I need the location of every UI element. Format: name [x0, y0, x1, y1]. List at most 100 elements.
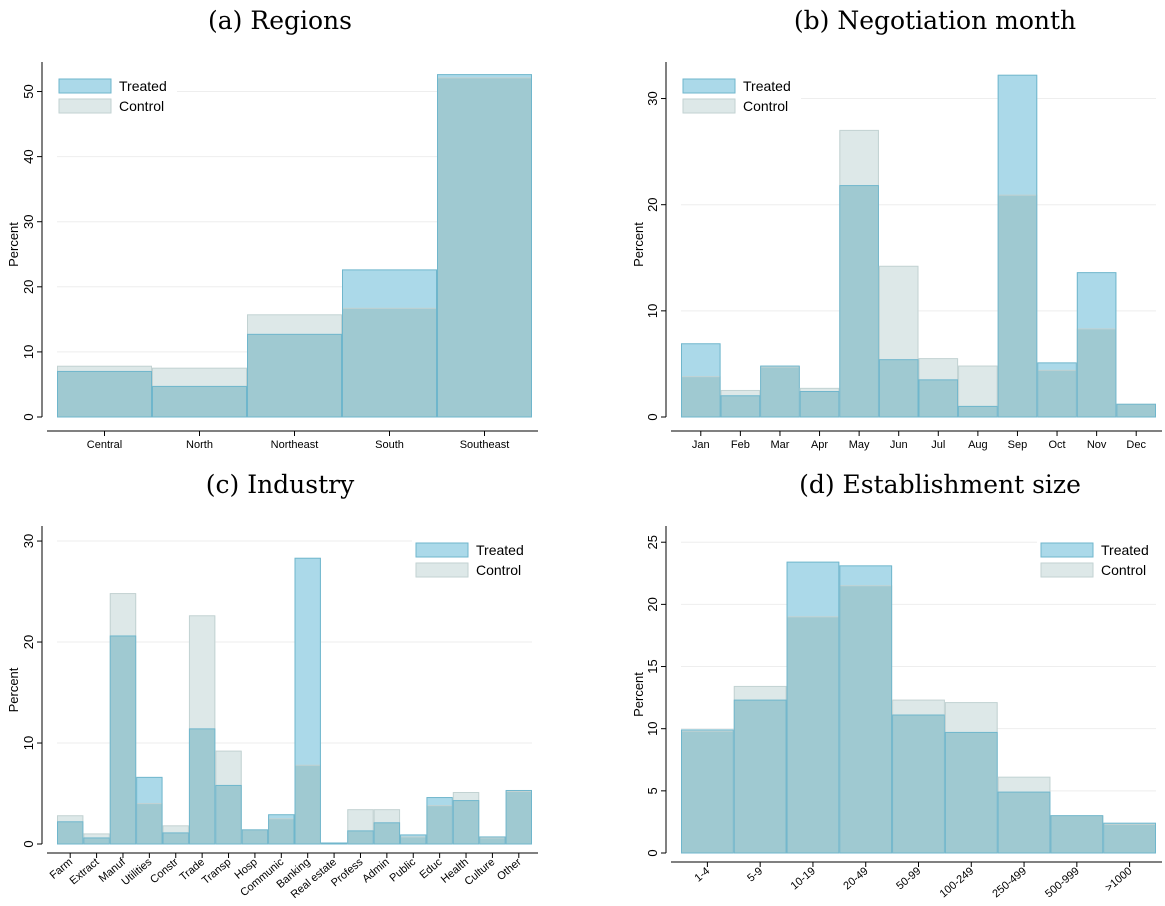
- panel-d-bar-treated: [839, 565, 893, 854]
- panel-c-legend-label-control: Control: [476, 562, 521, 578]
- panel-d-x-tick-label: 100-249: [938, 865, 977, 900]
- panel-c-bar-overlap: [479, 837, 506, 844]
- panel-b-x-tick-label: Nov: [1087, 439, 1107, 451]
- panel-b-x-tick-label: Jul: [931, 439, 945, 451]
- panel-c-x-tick-label: Other: [495, 856, 524, 883]
- panel-d-x-tick-label: 250-499: [990, 865, 1029, 900]
- panel-b-legend-swatch-control: [682, 98, 736, 114]
- panel-d-bar-treated-excess: [839, 565, 893, 586]
- panel-b-bar-treated-excess: [681, 343, 721, 377]
- panel-c-bar-overlap: [188, 728, 216, 844]
- panel-a-bar-control-excess: [57, 366, 152, 372]
- panel-b-bar-treated-excess: [760, 366, 800, 368]
- panel-b-bar-treated: [839, 185, 879, 418]
- panel-b-bar-treated-excess: [997, 75, 1038, 196]
- panel-b-bar-overlap: [839, 185, 879, 417]
- panel-d-bar-overlap: [892, 715, 945, 853]
- panel-c-bar-treated-excess: [268, 814, 295, 819]
- panel-b-bar-overlap: [1116, 404, 1156, 417]
- panel-c-bar-control-excess: [452, 792, 480, 801]
- panel-d-bar-treated: [892, 714, 945, 854]
- panel-d-bar-treated: [1103, 822, 1156, 854]
- panel-b-bar-treated: [681, 343, 721, 418]
- panel-c-bar-treated-excess: [294, 558, 321, 766]
- panel-c-bar-treated: [188, 728, 216, 845]
- panel-a-bar-control-excess: [152, 368, 247, 387]
- panel-d-y-axis-title: Percent: [631, 672, 646, 717]
- panel-b-bar-treated: [760, 365, 800, 418]
- panel-b-x-tick-label: Mar: [770, 439, 789, 451]
- panel-b-title: (b) Negotiation month: [793, 6, 1077, 35]
- panel-b-bar-overlap: [1037, 370, 1077, 417]
- panel-d-bar-control-excess: [944, 702, 998, 733]
- panel-c-bar-overlap: [294, 765, 321, 844]
- panel-b-bar-control-excess: [799, 388, 840, 392]
- panel-c-bar-overlap: [452, 800, 480, 844]
- panel-d-bar-overlap: [839, 585, 893, 853]
- panel-d-bar-overlap: [1050, 815, 1104, 853]
- panel-b-y-tick-label: 30: [645, 91, 660, 105]
- panel-c-bar-overlap: [83, 837, 110, 844]
- panel-d-y-tick-label: 5: [645, 787, 660, 794]
- panel-a-title: (a) Regions: [208, 6, 352, 35]
- panel-c-x-tick-label: Extract: [68, 856, 102, 887]
- panel-b-bar-overlap: [799, 391, 840, 417]
- panel-b-y-tick-label: 20: [645, 197, 660, 211]
- panel-c-bar-control-excess: [109, 593, 137, 636]
- panel-a-bar-overlap: [437, 77, 532, 417]
- panel-a-bar-treated: [152, 385, 247, 418]
- panel-a-bar-overlap: [152, 386, 247, 417]
- panel-c-x-tick-label: Constr: [148, 856, 181, 886]
- panel-c-x-tick-label: Transp: [200, 856, 234, 887]
- panel-b-bar-treated: [1116, 403, 1156, 418]
- panel-c-legend-swatch-control: [415, 562, 469, 578]
- panel-b-bar-control-excess: [918, 358, 959, 380]
- panel-a-bar-treated: [342, 269, 437, 418]
- panel-b-y-axis-title: Percent: [631, 222, 646, 267]
- panel-d-bar-treated: [681, 729, 734, 854]
- panel-a-y-tick-label: 40: [21, 149, 36, 163]
- panel-a-bar-control-excess: [247, 314, 342, 335]
- panel-a-x-tick-label: Southeast: [460, 439, 510, 451]
- panel-c-bar-treated: [109, 635, 137, 845]
- panel-b-bar-treated: [918, 379, 959, 418]
- panel-c-bar-treated-excess: [479, 836, 506, 838]
- panel-c-bar-overlap: [320, 842, 348, 844]
- panel-b-y-tick-label: 10: [645, 304, 660, 318]
- panel-b-x-tick-label: Jan: [692, 439, 710, 451]
- panel-b-x-tick-label: Apr: [811, 439, 828, 451]
- panel-d-y-tick-label: 20: [645, 597, 660, 611]
- panel-c-bar-treated: [294, 557, 321, 845]
- panel-c-bar-overlap: [57, 821, 84, 844]
- panel-b-bar-treated: [1076, 272, 1117, 418]
- panel-c-bar-overlap: [426, 805, 453, 844]
- panel-b-bar-treated: [997, 74, 1038, 418]
- panel-a-y-tick-label: 10: [21, 345, 36, 359]
- panel-d-legend-swatch-control: [1040, 562, 1094, 578]
- panel-b-x-tick-label: Jun: [890, 439, 908, 451]
- panel-d-legend-label-control: Control: [1101, 562, 1146, 578]
- panel-b-x-tick-label: Oct: [1048, 439, 1065, 451]
- panel-b-x-tick-label: Aug: [968, 439, 988, 451]
- panel-c-bar-control-excess: [57, 815, 84, 822]
- panel-d-x-tick-label: 50-99: [894, 865, 923, 892]
- panel-c-bar-control-excess: [162, 825, 189, 833]
- panel-d-bar-overlap: [733, 700, 787, 853]
- panel-c-bar-treated: [57, 821, 84, 845]
- panel-b-bar-overlap: [878, 359, 919, 417]
- panel-c-bar-treated: [347, 830, 374, 845]
- panel-c-bar-treated: [162, 832, 189, 845]
- panel-b-bar-treated: [878, 359, 919, 418]
- panel-b-bar-overlap: [681, 376, 721, 417]
- panel-b-x-tick-label: May: [849, 439, 870, 451]
- panel-a-legend-label-control: Control: [119, 98, 164, 114]
- panel-c-bar-overlap: [505, 791, 532, 844]
- panel-b-bar-overlap: [958, 406, 998, 417]
- panel-a-legend-label-treated: Treated: [119, 78, 167, 94]
- panel-c-bar-treated-excess: [426, 797, 453, 806]
- panel-b-bar-treated: [958, 405, 998, 418]
- panel-c-y-tick-label: 20: [21, 635, 36, 649]
- panel-c-y-tick-label: 30: [21, 534, 36, 548]
- panel-b-legend-swatch-treated: [682, 78, 736, 94]
